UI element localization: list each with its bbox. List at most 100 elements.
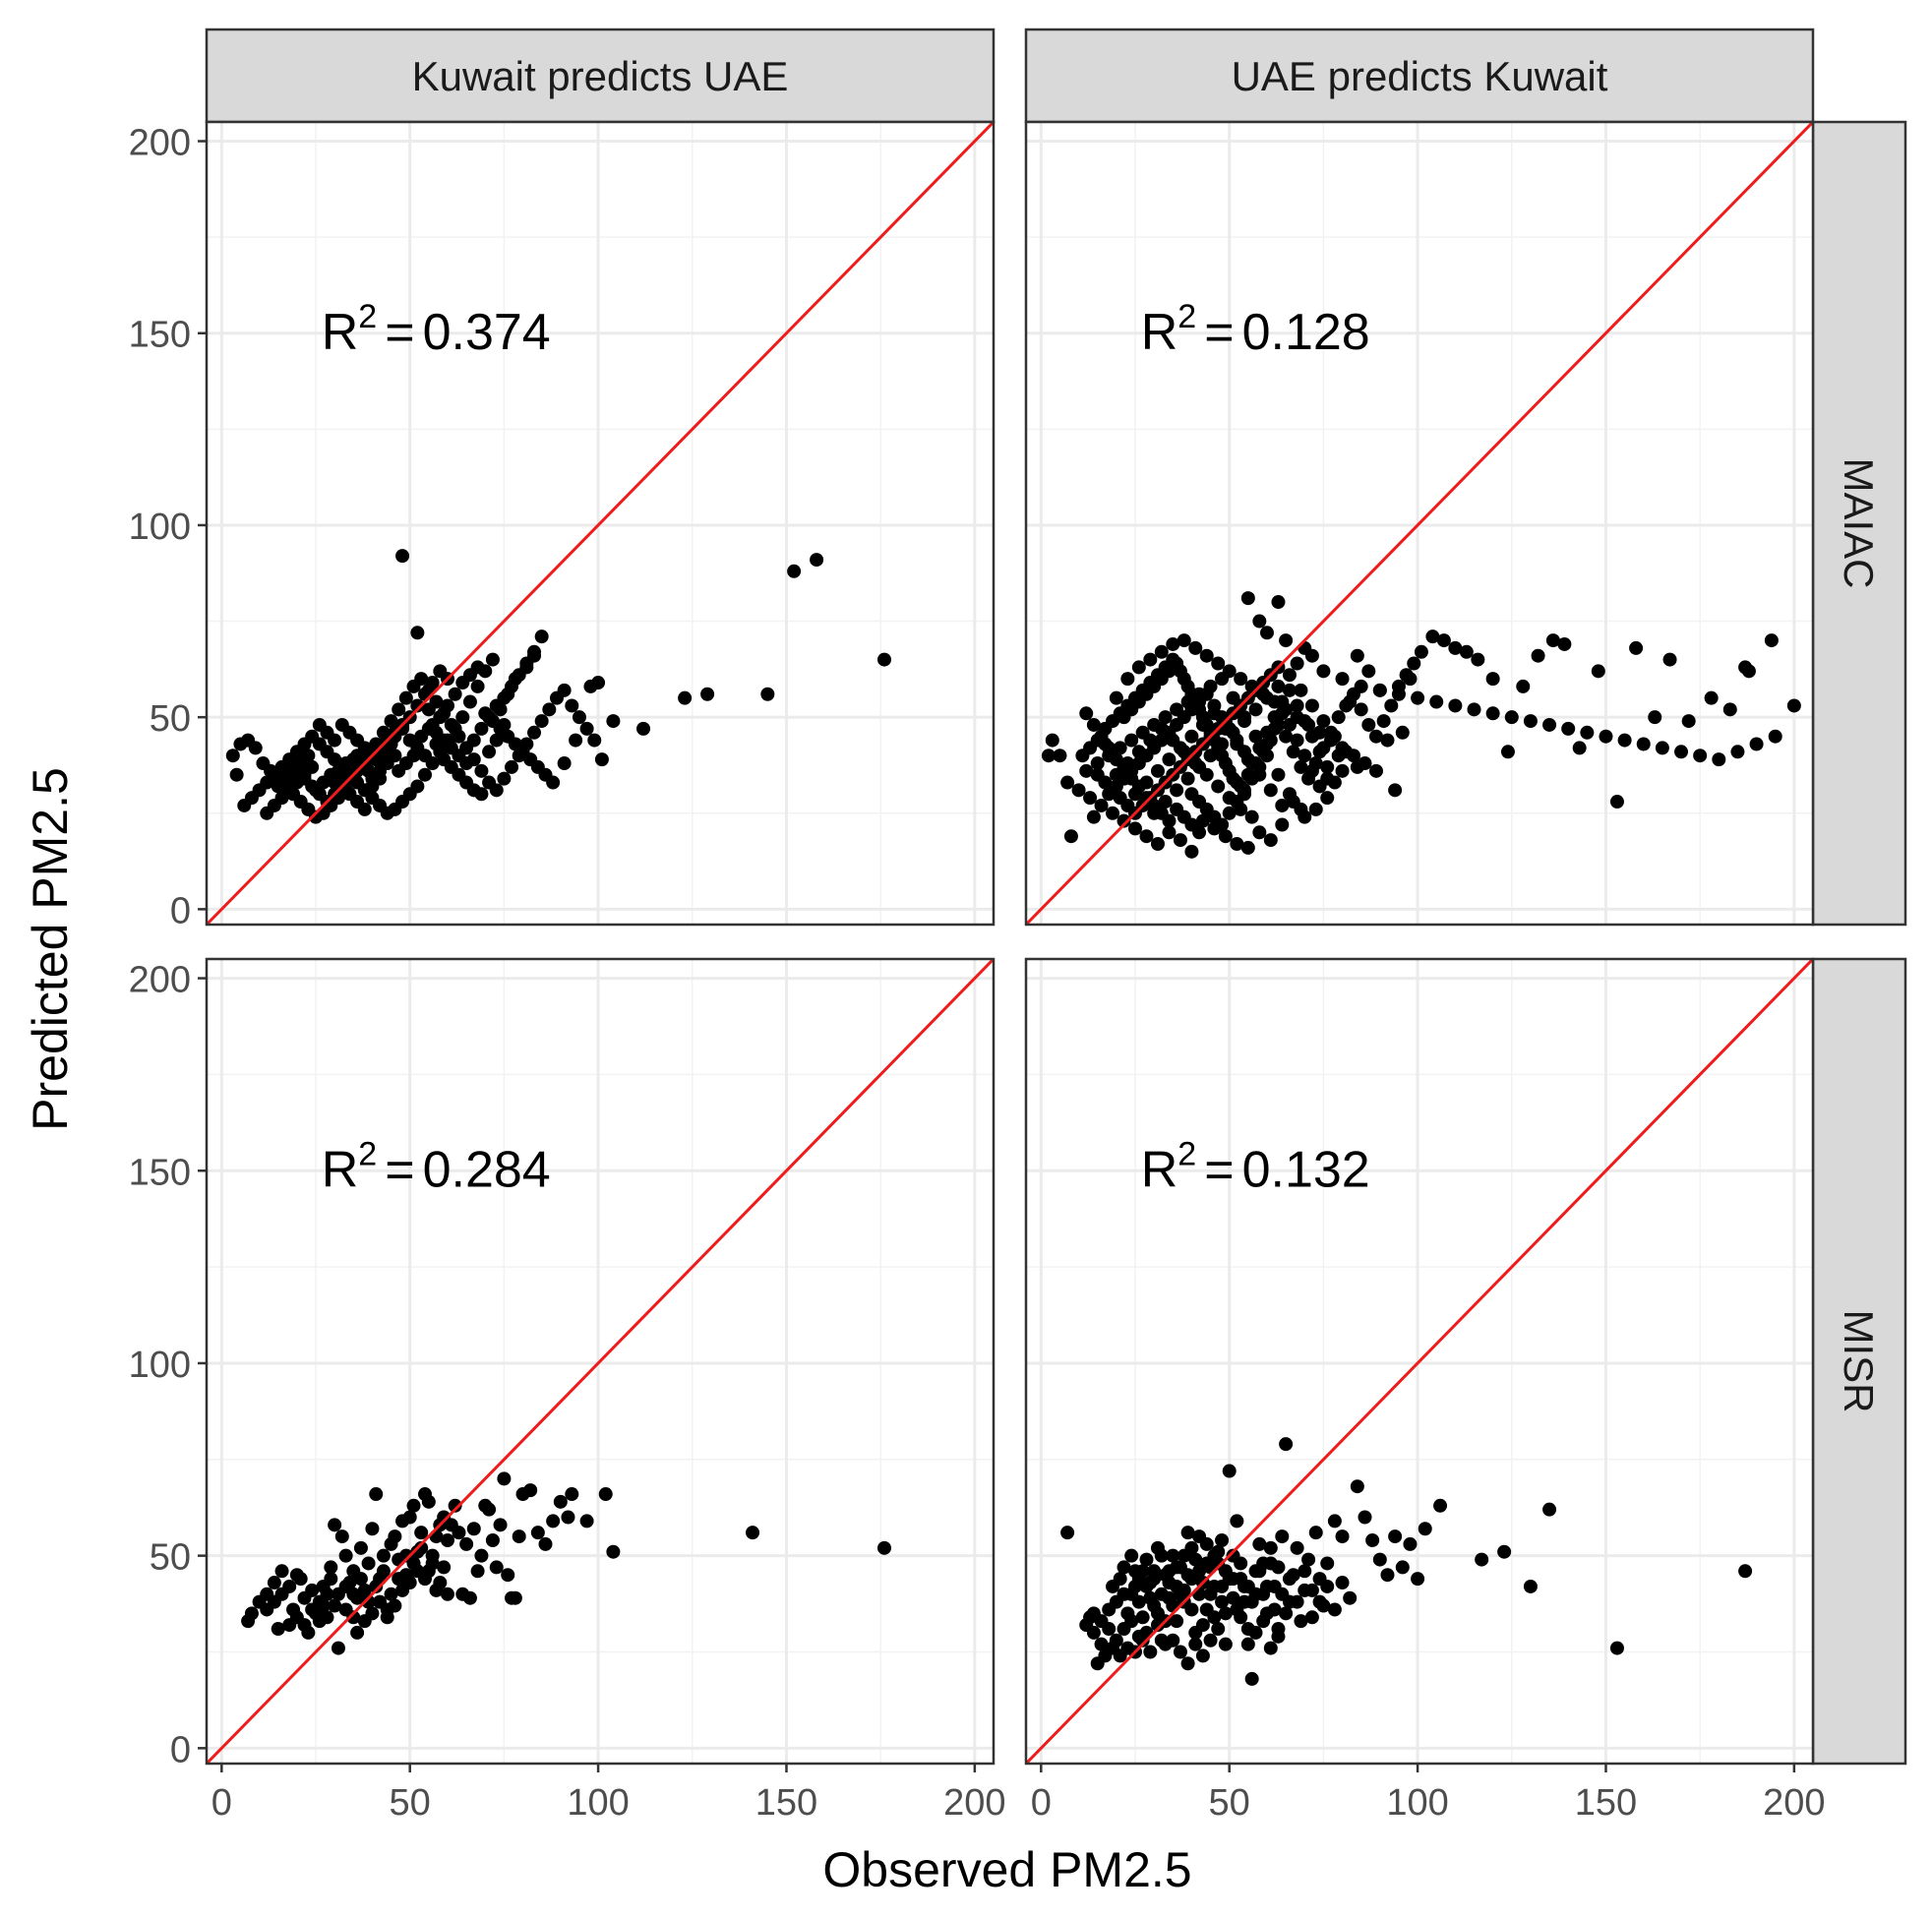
data-point (402, 1510, 417, 1525)
y-tick-label: 150 (129, 315, 191, 356)
data-point (1154, 1587, 1169, 1601)
data-point (384, 714, 398, 729)
data-point (353, 1572, 368, 1587)
data-point (1150, 763, 1165, 778)
data-point (1275, 1587, 1290, 1601)
data-point (1259, 626, 1274, 640)
data-point (425, 676, 440, 690)
data-point (365, 1606, 380, 1621)
data-point (361, 1556, 376, 1571)
facet-strip-misr (1811, 957, 1907, 1766)
data-point (373, 771, 388, 786)
data-point (452, 1526, 466, 1540)
data-point (1545, 633, 1560, 648)
data-point (1173, 1587, 1187, 1601)
data-point (1106, 806, 1120, 820)
data-point (1279, 1437, 1294, 1452)
data-point (1279, 729, 1294, 744)
data-point (1741, 664, 1756, 679)
data-point (572, 710, 586, 725)
data-point (244, 1606, 259, 1621)
data-point (1234, 1610, 1248, 1625)
data-point (1252, 614, 1267, 629)
data-point (1648, 710, 1662, 725)
data-point (810, 553, 824, 568)
data-point (376, 1548, 391, 1563)
data-point (1158, 1637, 1173, 1651)
data-point (466, 733, 481, 748)
data-point (1195, 1618, 1210, 1633)
data-point (1240, 1637, 1255, 1651)
data-point (1071, 783, 1086, 798)
data-point (1143, 1645, 1158, 1659)
data-point (1722, 702, 1737, 717)
data-point (305, 1583, 320, 1597)
data-point (1222, 806, 1237, 820)
data-point (1304, 698, 1319, 713)
data-point (1139, 1552, 1154, 1567)
data-point (1211, 1622, 1226, 1637)
data-point (1203, 725, 1218, 740)
data-point (1282, 1572, 1297, 1587)
data-point (1523, 714, 1538, 729)
data-point (587, 733, 602, 748)
data-point (1327, 1514, 1342, 1528)
data-point (1248, 1625, 1263, 1640)
data-point (1117, 1587, 1131, 1601)
data-point (1304, 1610, 1319, 1625)
data-point (406, 1498, 421, 1513)
data-point (1263, 1641, 1278, 1655)
data-point (421, 702, 436, 717)
data-point (1188, 640, 1203, 655)
data-point (361, 1594, 376, 1609)
r2-annotation: R2 = 0.374 (322, 298, 551, 361)
data-point (1131, 1594, 1146, 1609)
data-point (1199, 648, 1214, 663)
data-point (1361, 717, 1376, 732)
data-point (1365, 1532, 1380, 1547)
data-point (1203, 1633, 1218, 1648)
data-point (1117, 813, 1131, 828)
data-point (1259, 1579, 1274, 1593)
data-point (1308, 756, 1323, 771)
data-point (1467, 702, 1481, 717)
data-point (1240, 591, 1255, 606)
data-point (1372, 683, 1387, 697)
data-point (1207, 1548, 1222, 1563)
data-point (1542, 1502, 1557, 1517)
data-point (1158, 710, 1173, 725)
data-point (260, 806, 274, 820)
r2-equals: = (1204, 304, 1234, 361)
data-point (1180, 1656, 1195, 1671)
data-point (1177, 633, 1191, 648)
r2-annotation: R2 = 0.132 (1141, 1135, 1370, 1198)
data-point (1636, 737, 1651, 751)
data-point (395, 549, 410, 564)
data-point (1090, 733, 1105, 748)
data-point (1128, 821, 1143, 836)
data-point (497, 1471, 512, 1486)
data-point (1086, 1606, 1101, 1621)
panel-uae-predicts-kuwait-maiac: R2 = 0.128 (1024, 120, 1815, 927)
data-point (338, 1548, 353, 1563)
y-tick-label: 0 (170, 1729, 191, 1770)
data-point (1354, 702, 1368, 717)
data-point (1135, 1633, 1150, 1648)
data-point (546, 1514, 561, 1528)
data-point (1150, 1618, 1165, 1633)
data-point (1350, 759, 1364, 774)
data-point (1259, 690, 1274, 705)
data-point (470, 679, 485, 693)
data-point (271, 1622, 285, 1637)
data-point (1211, 656, 1226, 671)
data-point (1263, 833, 1278, 848)
panel-border (205, 120, 996, 927)
data-point (546, 775, 561, 790)
data-point (493, 1518, 508, 1532)
data-point (328, 1518, 342, 1532)
data-point (452, 729, 466, 744)
data-point (1188, 1637, 1203, 1651)
data-point (1768, 729, 1782, 744)
data-point (1271, 767, 1286, 782)
